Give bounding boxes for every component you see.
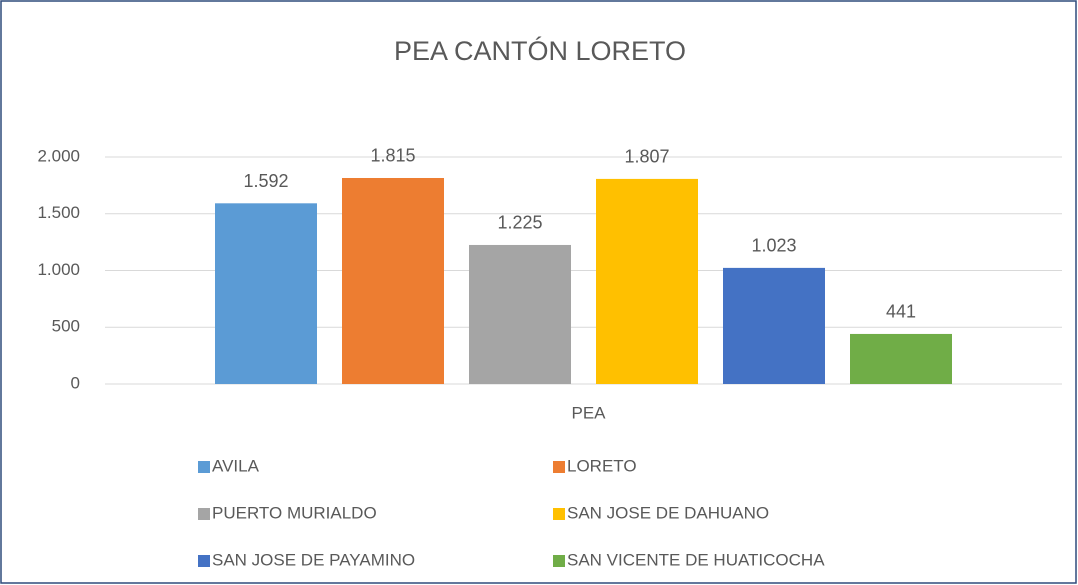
legend-label: AVILA	[212, 456, 260, 475]
legend-swatch	[198, 508, 210, 520]
data-label: 1.225	[497, 213, 542, 233]
y-tick-label: 1.000	[37, 260, 80, 279]
y-tick-label: 2.000	[37, 146, 80, 165]
legend-label: SAN JOSE DE DAHUANO	[567, 503, 769, 522]
legend-label: PUERTO MURIALDO	[212, 503, 377, 522]
x-tick-label: PEA	[571, 403, 606, 422]
y-tick-label: 0	[71, 373, 80, 392]
data-label: 1.807	[624, 147, 669, 167]
bar	[469, 244, 571, 384]
y-tick-label: 1.500	[37, 203, 80, 222]
legend-label: LORETO	[567, 456, 637, 475]
bar	[342, 177, 444, 384]
data-label: 1.815	[370, 146, 415, 166]
legend-swatch	[553, 461, 565, 473]
bar	[215, 203, 317, 384]
legend-swatch	[553, 508, 565, 520]
legend-swatch	[553, 555, 565, 567]
data-label: 1.023	[751, 236, 796, 256]
bar	[723, 267, 825, 384]
legend-label: SAN VICENTE DE HUATICOCHA	[567, 550, 825, 569]
y-tick-label: 500	[52, 317, 80, 336]
bar	[596, 178, 698, 384]
data-label: 441	[886, 302, 916, 322]
chart-title: PEA CANTÓN LORETO	[394, 35, 686, 66]
legend-swatch	[198, 555, 210, 567]
legend-label: SAN JOSE DE PAYAMINO	[212, 550, 415, 569]
data-label: 1.592	[243, 171, 288, 191]
legend-swatch	[198, 461, 210, 473]
bar	[850, 333, 952, 384]
